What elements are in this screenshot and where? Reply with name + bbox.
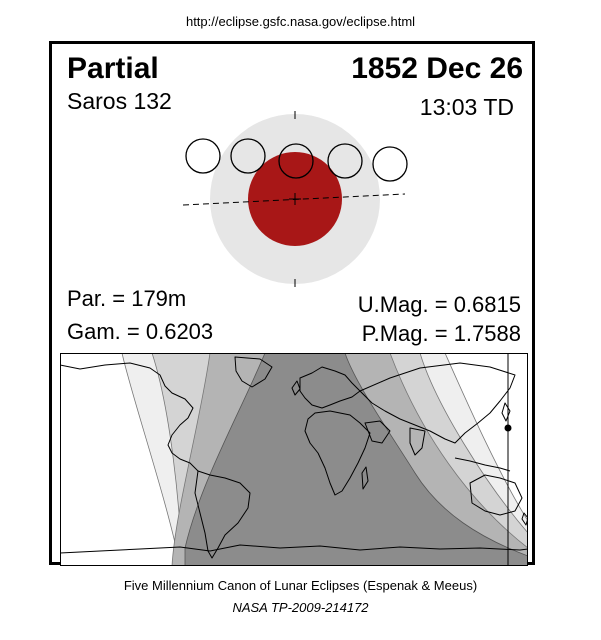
moon-position-2 [230, 138, 266, 174]
coastline-europe [299, 366, 361, 409]
eclipse-time: 13:03 TD [419, 94, 514, 120]
moon-position-3 [278, 143, 314, 179]
saros-number: Saros 132 [67, 88, 172, 114]
moon-position-5 [372, 146, 408, 182]
coastline-arabia [364, 420, 391, 444]
moon-position-4 [327, 143, 363, 179]
eclipse-type: Partial [67, 52, 159, 85]
coastline-asia [359, 362, 516, 444]
coastlines [60, 356, 528, 559]
coastline-antarctica [60, 544, 528, 554]
penumbral-magnitude: P.Mag. = 1.7588 [361, 321, 521, 346]
coastline-indonesia [454, 457, 511, 472]
coastline-uk [291, 380, 301, 396]
umbral-visibility-zone [184, 353, 528, 566]
umbral-magnitude: U.Mag. = 0.6815 [357, 292, 521, 317]
map-border [60, 353, 528, 566]
moon-subpoint-marker [504, 424, 512, 432]
source-url[interactable]: http://eclipse.gsfc.nasa.gov/eclipse.htm… [185, 14, 416, 29]
coastline-greenland [234, 356, 273, 388]
coastline-south-america [194, 470, 251, 559]
coastline-africa [304, 410, 371, 496]
canon-credit: Five Millennium Canon of Lunar Eclipses … [123, 578, 478, 593]
coastline-india [409, 427, 426, 456]
coastline-australia [469, 474, 523, 516]
partial-duration: Par. = 179m [67, 286, 187, 311]
moon-position-1 [185, 138, 221, 174]
shadow-geometry-diagram [182, 111, 408, 287]
visibility-world-map [60, 353, 528, 566]
coastline-madagascar [361, 466, 369, 490]
eclipse-date: 1852 Dec 26 [351, 52, 523, 85]
coastline-new-zealand [521, 512, 528, 526]
publication-reference: NASA TP-2009-214172 [232, 600, 369, 615]
coastline-north-america [60, 362, 199, 472]
moon-path-line [182, 193, 406, 206]
gamma-value: Gam. = 0.6203 [67, 319, 214, 344]
